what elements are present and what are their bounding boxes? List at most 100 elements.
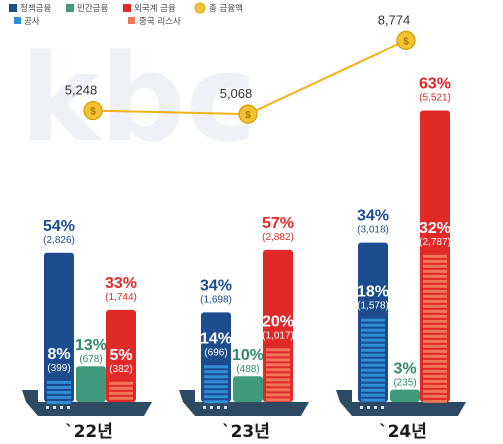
watermark-logo: kbc (20, 30, 257, 169)
coin-symbol: $ (90, 107, 96, 118)
bar-stripe (109, 386, 133, 390)
bar-1 (358, 242, 388, 402)
bar-stripe (361, 393, 385, 397)
bar-stripe (423, 309, 447, 313)
pct-label: 13% (75, 337, 107, 354)
bar-stripe (266, 373, 290, 377)
bar-stripe (423, 304, 447, 308)
bar-stripe (423, 329, 447, 333)
legend-swatch-private (66, 4, 74, 12)
ship-window (53, 406, 56, 409)
bar-stripe (361, 323, 385, 327)
legend-swatch-public-corp (14, 17, 21, 24)
bar-stripe (423, 289, 447, 293)
bar-stripe (423, 369, 447, 373)
bar-stripe (266, 353, 290, 357)
bar-2 (233, 376, 263, 402)
sub-pct-label: 20% (262, 313, 294, 330)
bar-stripe (423, 279, 447, 283)
bar-stripe (266, 393, 290, 397)
legend-swatch-foreign (123, 4, 131, 12)
bar-stripe (47, 395, 71, 399)
bar-stripe (47, 380, 71, 384)
bar-stripe (423, 379, 447, 383)
bar-stripe (204, 375, 228, 379)
bar-stripe (204, 365, 228, 369)
bar-stripe (423, 299, 447, 303)
coin-icon (194, 2, 206, 14)
coin-icon (83, 100, 103, 121)
bar-3 (106, 309, 136, 402)
bar-2 (390, 389, 420, 402)
bar-stripe (423, 284, 447, 288)
bar-stripe (204, 380, 228, 384)
amount-label: (488) (236, 364, 259, 375)
bar-stripe (361, 318, 385, 322)
pct-label: 10% (232, 347, 264, 364)
bar-stripe (361, 358, 385, 362)
bar-stripe (266, 398, 290, 402)
ship-bow (179, 390, 195, 402)
amount-label: (235) (393, 378, 416, 389)
bar-stripe (109, 391, 133, 395)
legend-label-public-corp: 공사 (24, 17, 40, 27)
pct-label: 33% (105, 275, 137, 292)
amount-label: (5,521) (419, 92, 451, 103)
bar-stripe (266, 378, 290, 382)
bar-stripe (423, 264, 447, 268)
ship-window (46, 406, 49, 409)
pct-label: 3% (393, 361, 416, 378)
legend-swatch-policy (9, 4, 17, 12)
bar-stripe (361, 328, 385, 332)
bar-stripe (361, 338, 385, 342)
ship-window (367, 406, 370, 409)
bar-stripe (423, 399, 447, 403)
bar-stripe (423, 359, 447, 363)
bar-stripe (266, 388, 290, 392)
legend: 정책금융 민간금융 외국계 금융 총 금융액 공사 중국 리스사 (9, 2, 243, 27)
legend-label-policy: 정책금융 (20, 3, 51, 14)
ship-hull (183, 402, 309, 416)
bar-stripe (423, 334, 447, 338)
ship-window (374, 406, 377, 409)
legend-label-private: 민간금융 (77, 3, 108, 14)
bar-stripe (423, 324, 447, 328)
bar-1 (201, 312, 231, 402)
bar-stripe (361, 353, 385, 357)
ship-window (217, 406, 220, 409)
category-label: `23년 (222, 422, 270, 442)
bar-1 (44, 252, 74, 402)
ship-window (67, 406, 70, 409)
coin-icon (396, 30, 416, 50)
year-group-3: 18%(1,578) 34%(3,018) 3%(235) 32%(2,787) 63%… (336, 75, 466, 416)
total-label: 8,774 (378, 12, 411, 27)
bar-stripe (47, 400, 71, 404)
bar-stripe (423, 349, 447, 353)
coin-icon (238, 104, 258, 124)
bar-stripe (423, 294, 447, 298)
amount-label: (2,882) (262, 232, 294, 243)
bar-stripe (204, 390, 228, 394)
bar-stripe (266, 358, 290, 362)
sub-amount-label: (2,787) (419, 237, 451, 248)
bar-stripe (266, 363, 290, 367)
bar-stripe (423, 344, 447, 348)
ship-window (381, 406, 384, 409)
bar-stripe (423, 354, 447, 358)
ship-window (360, 406, 363, 409)
amount-label: (3,018) (357, 225, 389, 236)
ship-window (224, 406, 227, 409)
bar-stripe (423, 259, 447, 263)
year-group-1: 8%(399) 54%(2,826) 13%(678) 5%(382) 33%(1,74… (22, 218, 152, 416)
coin-symbol: $ (403, 36, 409, 47)
bar-stripe (361, 343, 385, 347)
bar-stripe (361, 373, 385, 377)
bar-stripe (47, 390, 71, 394)
bar-stripe (47, 385, 71, 389)
bar-stripe (423, 269, 447, 273)
total-label: 5,068 (220, 86, 253, 101)
amount-label: (1,698) (200, 294, 232, 305)
bar-stripe (423, 384, 447, 388)
